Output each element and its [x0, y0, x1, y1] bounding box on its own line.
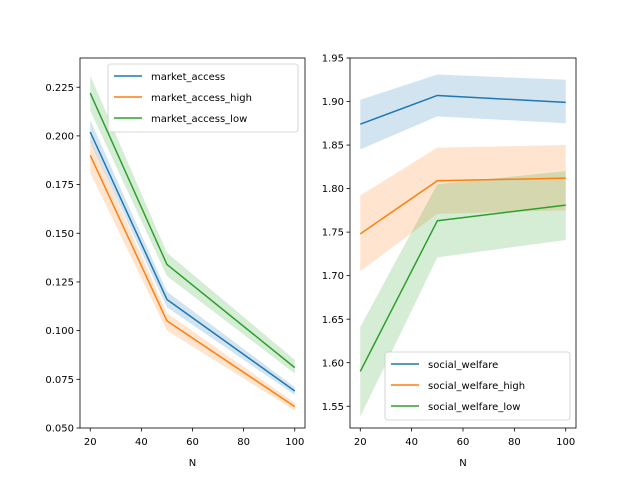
x-tick-label: 100: [556, 437, 575, 448]
confidence-band-social_welfare: [360, 74, 566, 150]
x-tick-label: 40: [405, 437, 418, 448]
series-line-social_welfare_low: [359, 204, 566, 372]
x-tick-label: 80: [508, 437, 521, 448]
confidence-band-social_welfare_high: [360, 145, 566, 272]
y-tick-label: 0.125: [45, 278, 74, 289]
chart-panel-2: 20 40 60 80 100 1.55 1.60 1.65 1.70 1.75 1.80 1.85 1…: [322, 54, 577, 469]
y-tick-label: 0.050: [45, 424, 74, 435]
legend: social_welfare social_welfare_high social_…: [384, 351, 571, 421]
y-tick-label: 1.90: [322, 97, 344, 108]
x-tick-label: 20: [354, 437, 367, 448]
x-tick-label: 60: [186, 437, 199, 448]
legend-label-social_welfare: social_welfare: [428, 360, 498, 371]
legend-label-market_access_high: market_access_high: [151, 93, 252, 104]
y-tick-label: 0.175: [45, 180, 74, 191]
y-tick-label: 0.150: [45, 229, 74, 240]
legend-box: [107, 63, 299, 133]
legend-box: [384, 351, 571, 421]
y-tick-label: 0.200: [45, 131, 74, 142]
legend-label-social_welfare_low: social_welfare_low: [428, 402, 520, 413]
confidence-band-social_welfare_low: [360, 171, 566, 417]
x-axis-label: N: [189, 458, 196, 469]
x-tick-label: 100: [285, 437, 304, 448]
x-tick-label: 20: [84, 437, 97, 448]
series-line-market_access_high: [89, 155, 296, 408]
series-line-market_access: [89, 131, 296, 392]
y-tick-label: 1.95: [322, 54, 344, 65]
y-tick-label: 1.65: [322, 315, 344, 326]
series-line-social_welfare: [360, 94, 566, 125]
legend-label-social_welfare_high: social_welfare_high: [428, 381, 525, 392]
y-tick-label: 1.75: [322, 228, 344, 239]
y-tick-label: 0.225: [45, 83, 74, 94]
y-tick-label: 1.60: [322, 358, 344, 369]
x-tick-label: 60: [457, 437, 470, 448]
y-tick-label: 1.55: [322, 402, 344, 413]
legend: market_access market_access_high market_ac…: [107, 63, 299, 133]
y-tick-label: 1.70: [322, 271, 344, 282]
confidence-band-market_access_low: [90, 75, 295, 374]
legend-label-market_access: market_access: [151, 72, 225, 83]
y-tick-label: 1.85: [322, 141, 344, 152]
y-tick-label: 1.80: [322, 184, 344, 195]
x-tick-label: 80: [237, 437, 250, 448]
x-axis-label: N: [459, 458, 466, 469]
y-tick-label: 0.100: [45, 326, 74, 337]
y-tick-label: 0.075: [45, 375, 74, 386]
series-line-market_access_low: [89, 92, 296, 369]
x-tick-label: 40: [135, 437, 148, 448]
legend-label-market_access_low: market_access_low: [151, 114, 247, 125]
series-line-social_welfare_high: [359, 177, 566, 235]
chart-panel-1: 20 40 60 80 100 0.050 0.075 0.100 0.125 0.150 0.17…: [45, 57, 306, 469]
